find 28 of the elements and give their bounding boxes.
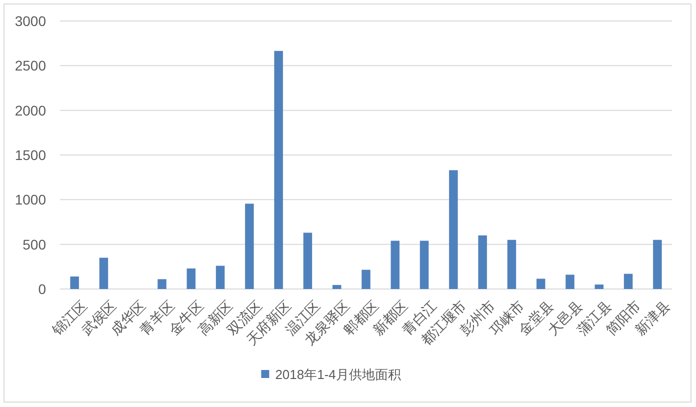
bar	[653, 240, 662, 289]
legend-label: 2018年1-4月供地面积	[275, 367, 401, 382]
y-tick-label: 1500	[14, 147, 46, 163]
bar	[594, 284, 604, 289]
y-tick-label: 500	[22, 236, 46, 252]
bar	[566, 274, 574, 289]
bar	[99, 258, 108, 289]
y-tick-label: 2000	[14, 102, 46, 118]
y-tick-label: 1000	[14, 192, 46, 208]
bar	[158, 279, 166, 289]
y-tick-label: 3000	[14, 13, 46, 29]
bar	[362, 270, 370, 289]
bar	[186, 268, 196, 289]
bar	[536, 278, 546, 289]
bar	[507, 240, 516, 289]
bar	[216, 266, 225, 289]
bar	[624, 274, 633, 289]
y-tick-label: 2500	[14, 58, 46, 74]
bar	[245, 204, 254, 289]
bar	[70, 276, 79, 289]
bar	[303, 232, 312, 289]
bar	[332, 284, 342, 289]
bar	[420, 240, 429, 289]
y-tick-label: 0	[38, 281, 46, 297]
bar	[478, 235, 487, 289]
bar	[274, 50, 283, 289]
bar	[449, 170, 458, 289]
bar	[390, 240, 400, 289]
